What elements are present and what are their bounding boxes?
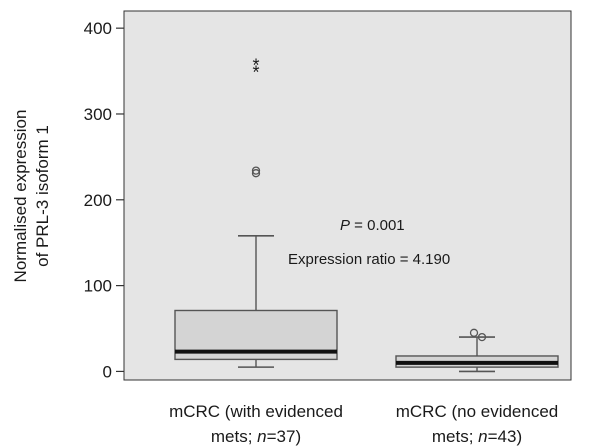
y-tick-label-400: 400 <box>84 19 112 38</box>
box-group-2 <box>395 328 559 373</box>
outlier-point <box>477 332 487 342</box>
extreme-point: * <box>252 62 259 82</box>
y-axis-label-line-2: of PRL-3 isoform 1 <box>33 125 52 267</box>
box-group-1: ** <box>174 55 338 368</box>
y-tick-label-200: 200 <box>84 191 112 210</box>
category-label-1-line-2: mets; n=37) <box>211 427 301 446</box>
category-label-1-line-1: mCRC (with evidenced <box>169 402 343 421</box>
boxes: ** <box>174 55 559 373</box>
y-axis: 0 100 200 300 400 <box>84 19 124 381</box>
extreme-point: * <box>252 55 259 75</box>
y-tick-label-100: 100 <box>84 277 112 296</box>
y-tick-label-300: 300 <box>84 105 112 124</box>
category-label-2-line-2: mets; n=43) <box>432 427 522 446</box>
y-axis-label-line-1: Normalised expression <box>11 110 30 283</box>
expression-ratio-annotation: Expression ratio = 4.190 <box>288 251 450 268</box>
category-label-2-line-1: mCRC (no evidenced <box>396 402 559 421</box>
p-value-annotation: P = 0.001 <box>340 217 405 234</box>
outlier-point <box>469 328 479 337</box>
outlier-point <box>251 166 261 175</box>
outlier-point <box>251 169 261 178</box>
y-tick-label-0: 0 <box>103 362 112 381</box>
